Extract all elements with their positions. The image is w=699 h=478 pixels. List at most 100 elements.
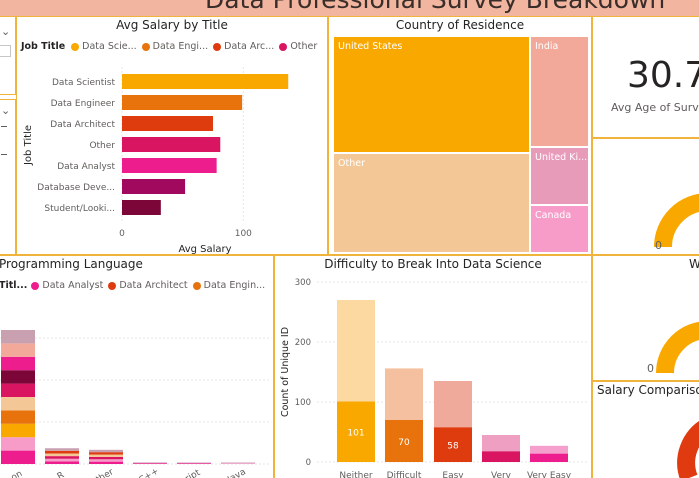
x-tick-label: Easy [442, 471, 464, 478]
bar [122, 74, 289, 89]
legend-item[interactable]: Data Engi... [141, 41, 209, 52]
legend-item[interactable]: Data Scie... [71, 41, 137, 52]
bar-segment [177, 463, 211, 464]
bar-segment [89, 456, 123, 460]
bar-segment [89, 461, 123, 464]
bar-segment [221, 462, 255, 464]
bar-segment [1, 383, 35, 397]
bar-segment [133, 462, 167, 464]
bar-segment [1, 356, 35, 371]
age-card-panel[interactable]: 30.7 Avg Age of Surv [592, 16, 699, 138]
slicer-dropdown[interactable] [0, 45, 11, 57]
legend-dot [141, 42, 150, 51]
y-tick-label: Data Scientist [52, 78, 115, 88]
treemap-label: Canada [535, 210, 572, 221]
salary-comparison-title: Salary Compariso [597, 383, 699, 397]
bar [122, 116, 213, 131]
treemap-cell-united-kingdom[interactable]: United Ki... [530, 147, 589, 205]
bar-segment [1, 397, 35, 411]
legend-item[interactable]: Data Engin... [192, 280, 266, 291]
y-tick-label: 0 [306, 458, 311, 468]
bar-segment [221, 463, 255, 464]
bar-segment [482, 451, 520, 462]
treemap-label: Other [338, 158, 365, 169]
legend-dot [108, 281, 117, 290]
y-tick-label: Other [89, 141, 115, 151]
treemap-cell-india[interactable]: India [530, 36, 589, 147]
bar [122, 200, 161, 215]
programming-legend[interactable]: Titl... Data Analyst Data Architect Data… [0, 280, 273, 291]
gauge-min-label: 0 [655, 239, 662, 252]
y-tick-label: Data Engineer [51, 99, 116, 109]
legend-item[interactable]: Other [279, 41, 317, 52]
gauge-arc [654, 193, 699, 248]
bar-segment [530, 453, 568, 462]
avg-salary-chart[interactable]: 0 100 Data Scientist Data Engineer Data Arch… [17, 55, 328, 255]
treemap-label: India [535, 41, 559, 52]
legend-dot [71, 42, 80, 51]
difficulty-chart[interactable]: 0 100 200 300 Count of Unique ID 101 Neither 70… [275, 274, 592, 478]
legend-dot [279, 42, 288, 51]
treemap-label: United Ki... [535, 152, 588, 163]
treemap-cell-canada[interactable]: Canada [530, 205, 589, 253]
difficulty-panel[interactable]: Difficulty to Break Into Data Science 0 1… [274, 255, 592, 478]
gauge-chart-2 [656, 321, 699, 374]
treemap-label: United States [338, 41, 403, 52]
slicer-panel-1[interactable]: ⌄ [0, 16, 16, 95]
slicer-panel-2[interactable]: ⌄ [0, 99, 16, 255]
avg-salary-panel[interactable]: Avg Salary by Title Job Title Data Scie.… [16, 16, 328, 255]
salary-comparison-panel[interactable]: Salary Compariso [592, 381, 699, 478]
data-label: 58 [447, 442, 459, 452]
bar-segment [530, 445, 568, 454]
dashboard-title: Data Professional Survey Breakdown [205, 0, 665, 14]
y-tick-label: Database Deve... [37, 183, 115, 193]
gauge-chart-1 [654, 193, 699, 248]
legend-item[interactable]: Data Architect [108, 280, 188, 291]
legend-item[interactable]: Data Analyst [31, 280, 103, 291]
avg-salary-legend[interactable]: Job Title Data Scie... Data Engi... Data… [21, 41, 327, 52]
legend-label: Data Analyst [42, 280, 104, 291]
legend-label: Other [290, 41, 318, 52]
x-tick-label: on [10, 469, 25, 478]
legend-dot [31, 281, 40, 290]
chevron-down-icon[interactable]: ⌄ [1, 25, 11, 38]
gauge-panel-2[interactable]: W 0 [592, 255, 699, 381]
bar-segment [89, 452, 123, 455]
avg-salary-title: Avg Salary by Title [116, 18, 228, 32]
treemap-cell-other[interactable]: Other [333, 153, 530, 253]
treemap-cell-united-states[interactable]: United States [333, 36, 530, 153]
bar-segment [177, 462, 211, 464]
bar-segment [385, 368, 423, 420]
legend-label: Data Scie... [82, 41, 137, 52]
gauge-arc [677, 421, 699, 478]
bar-segment [1, 370, 35, 384]
legend-label: Data Engin... [203, 280, 266, 291]
legend-item[interactable]: Data Arc... [213, 41, 274, 52]
programming-panel[interactable]: Programming Language Titl... Data Analys… [0, 255, 274, 478]
x-tick-label: Very Easy [527, 471, 572, 478]
gauge-2-title: W [689, 257, 699, 271]
bar [122, 137, 221, 152]
chevron-down-icon[interactable]: ⌄ [1, 104, 11, 117]
bar-segment [133, 463, 167, 464]
x-tick-label: 100 [235, 229, 252, 239]
bar [122, 95, 243, 110]
programming-title: Programming Language [0, 257, 143, 271]
bar-segment [1, 343, 35, 357]
bar-segment [1, 410, 35, 424]
y-tick-label: 200 [295, 338, 311, 348]
y-tick-label: Data Architect [50, 120, 115, 130]
country-panel[interactable]: Country of Residence United States India… [328, 16, 592, 255]
bar-segment [1, 437, 35, 451]
avg-age-label: Avg Age of Surv [611, 101, 699, 114]
gauge-arc [656, 321, 699, 374]
y-axis-title: Count of Unique ID [280, 327, 291, 417]
bar-segment [337, 401, 375, 462]
gauge-panel-1[interactable]: 0 [592, 138, 699, 255]
legend-label: Data Engi... [152, 41, 209, 52]
legend-dot [192, 281, 201, 290]
avg-age-value: 30.7 [627, 55, 699, 96]
bar-segment [1, 330, 35, 344]
legend-title: Titl... [0, 280, 28, 291]
